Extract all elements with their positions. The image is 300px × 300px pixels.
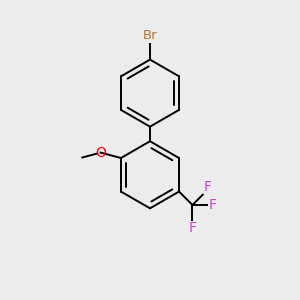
Text: F: F (204, 180, 212, 194)
Text: O: O (95, 146, 106, 160)
Text: Br: Br (143, 29, 157, 42)
Text: F: F (208, 198, 216, 212)
Text: F: F (188, 221, 196, 235)
